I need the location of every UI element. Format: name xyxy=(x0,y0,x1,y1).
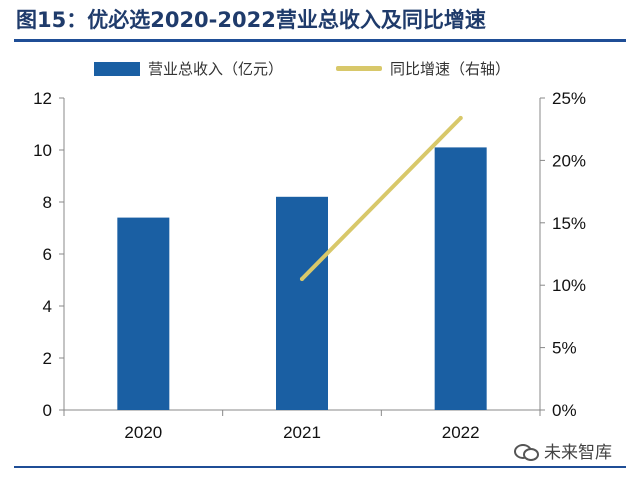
x-tick-label: 2020 xyxy=(124,423,162,442)
growth-point-0 xyxy=(300,276,304,281)
y-tick-label-left: 10 xyxy=(33,141,52,160)
bottom-divider xyxy=(14,466,626,468)
chart-title: 图15：优必选2020-2022营业总收入及同比增速 xyxy=(16,8,486,32)
y-tick-label-left: 4 xyxy=(43,297,52,316)
growth-point-1 xyxy=(458,115,463,120)
legend: 营业总收入（亿元） 同比增速（右轴） xyxy=(0,58,640,82)
y-tick-label-right: 5% xyxy=(552,339,577,358)
y-tick-label-right: 10% xyxy=(552,276,586,295)
legend-label-revenue: 营业总收入（亿元） xyxy=(148,60,284,78)
y-tick-label-right: 25% xyxy=(552,89,586,108)
bar-2020 xyxy=(117,217,170,410)
y-tick-label-left: 8 xyxy=(43,193,52,212)
y-tick-label-left: 12 xyxy=(33,89,52,108)
y-tick-label-left: 6 xyxy=(43,245,52,264)
bar-2021 xyxy=(276,196,328,410)
watermark: 未来智库 xyxy=(514,438,612,463)
bar-2022 xyxy=(434,147,487,410)
legend-swatch-line xyxy=(336,66,382,71)
x-tick-label: 2021 xyxy=(283,423,321,442)
legend-item-growth: 同比增速（右轴） xyxy=(336,58,510,79)
legend-item-revenue: 营业总收入（亿元） xyxy=(94,58,283,79)
y-tick-label-left: 0 xyxy=(43,401,52,420)
y-tick-label-right: 0% xyxy=(552,401,577,420)
y-tick-label-left: 2 xyxy=(43,349,52,368)
x-tick-label: 2022 xyxy=(442,423,480,442)
y-tick-label-right: 20% xyxy=(552,151,586,170)
legend-label-growth: 同比增速（右轴） xyxy=(390,60,511,78)
y-tick-label-right: 15% xyxy=(552,214,586,233)
watermark-text: 未来智库 xyxy=(544,443,612,463)
legend-swatch-bar xyxy=(94,61,140,76)
title-divider xyxy=(14,39,626,42)
growth-line xyxy=(300,115,463,281)
chat-bubbles-icon xyxy=(514,442,539,461)
